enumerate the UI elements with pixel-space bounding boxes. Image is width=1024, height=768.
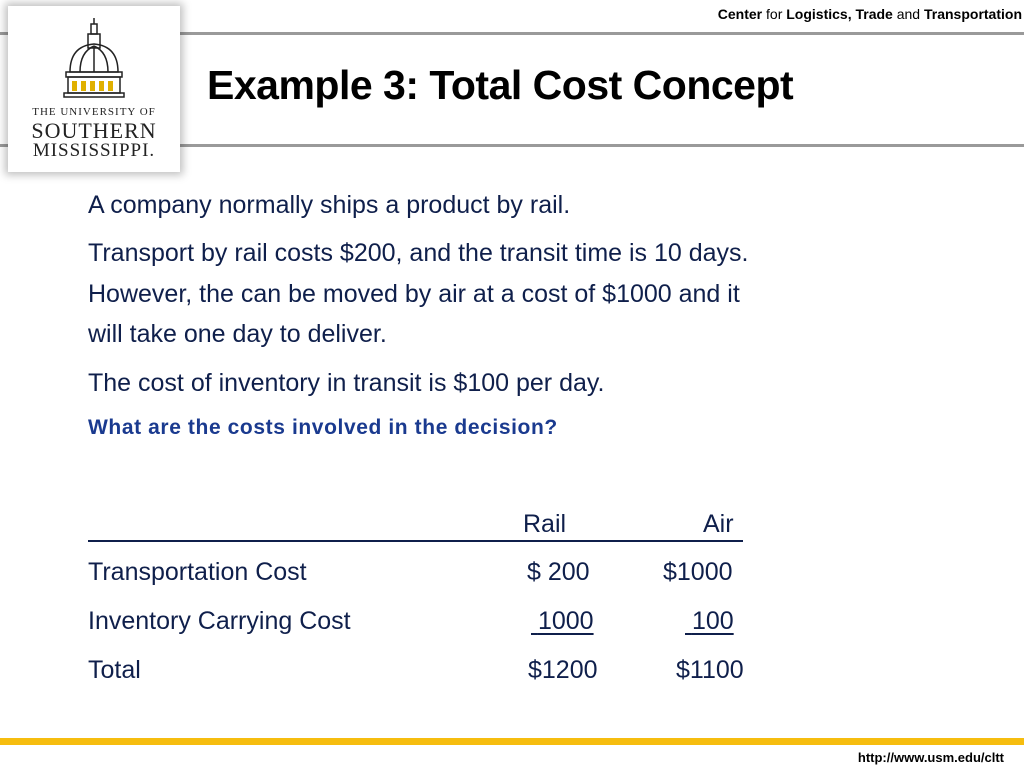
air-value: $1100 [676,656,744,684]
slide-title: Example 3: Total Cost Concept [207,62,794,108]
column-header-air: Air [703,510,734,538]
air-value: $1000 [663,558,733,586]
footer-url[interactable]: http://www.usm.edu/cltt [857,750,1004,765]
center-part: Logistics, Trade [786,6,893,22]
rail-value: $ 200 [527,558,590,586]
center-name: Center for Logistics, Trade and Transpor… [718,6,1022,22]
logo-line-2: SOUTHERN [31,118,157,143]
center-part: for [762,6,787,22]
header-rule-top [180,32,1024,35]
rail-value-text: 1000 [537,607,594,635]
table-header-rule [88,540,743,542]
center-part: and [892,6,924,22]
center-part: Center [717,6,763,22]
paragraph: A company normally ships a product by ra… [88,191,571,219]
paragraph: Transport by rail costs $200, and the tr… [88,239,749,267]
row-label: Total [88,656,141,684]
air-value: 100 [685,607,734,636]
paragraph: However, the can be moved by air at a co… [88,280,740,308]
footer-accent-bar [0,738,1024,745]
header-rule-left-bottom [0,144,8,147]
header-rule-left-top [0,32,8,35]
row-label: Transportation Cost [88,558,307,586]
question-text: What are the costs involved in the decis… [88,416,558,439]
rail-value: 1000 [531,607,594,636]
dome-icon [63,18,125,98]
university-logo: THE UNIVERSITY OF SOUTHERN MISSISSIPPI. [8,6,180,172]
rail-value: $1200 [528,656,598,684]
logo-line-3: MISSISSIPPI. [32,140,156,161]
center-part: Transportation [923,6,1022,22]
row-label: Inventory Carrying Cost [88,607,351,635]
paragraph: The cost of inventory in transit is $100… [88,369,605,397]
header-rule-bottom [180,144,1024,147]
column-header-rail: Rail [523,510,567,538]
logo-line-1: THE UNIVERSITY OF [32,106,156,118]
paragraph: will take one day to deliver. [88,320,387,348]
air-value-text: 100 [691,607,734,635]
